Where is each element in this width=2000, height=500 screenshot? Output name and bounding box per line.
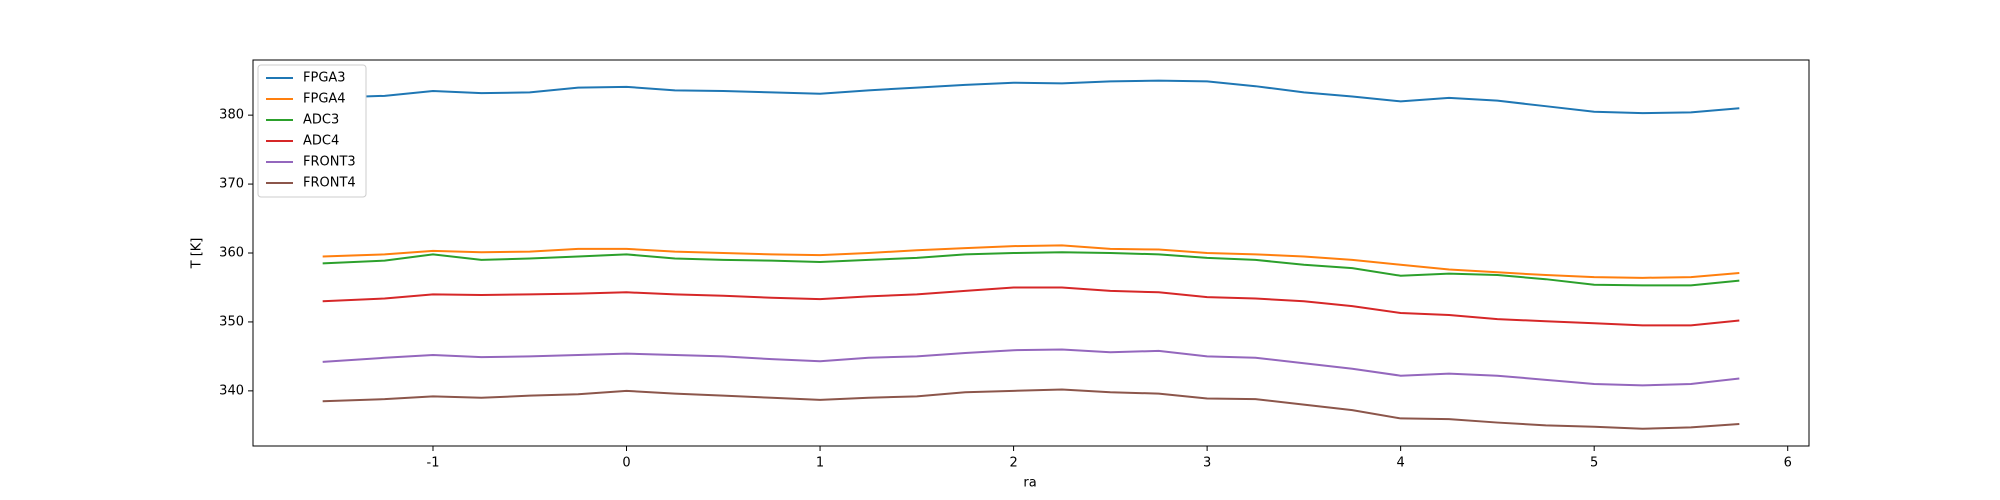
y-tick-label: 350 — [219, 314, 244, 329]
line — [322, 286, 1740, 327]
legend-label: FRONT3 — [303, 155, 356, 170]
line — [322, 251, 1740, 287]
legend-label: FPGA4 — [303, 92, 346, 107]
line — [322, 244, 1740, 279]
x-tick-label: 6 — [1784, 456, 1792, 471]
x-tick-label: 5 — [1590, 456, 1598, 471]
legend-label: FPGA3 — [303, 71, 346, 86]
x-axis-label: ra — [1023, 476, 1036, 491]
plot-frame — [252, 59, 1810, 447]
y-tick-label: 360 — [219, 246, 244, 261]
y-tick-label: 370 — [219, 177, 244, 192]
y-axis-label: T [K] — [190, 238, 205, 270]
x-tick-label: 4 — [1397, 456, 1405, 471]
x-tick-label: 2 — [1009, 456, 1017, 471]
legend-label: FRONT4 — [303, 176, 356, 191]
line — [322, 348, 1740, 387]
y-tick-label: 380 — [219, 108, 244, 123]
legend-label: ADC4 — [303, 134, 339, 149]
x-tick-label: 1 — [816, 456, 824, 471]
x-tick-label: -1 — [427, 456, 440, 471]
x-tick-label: 3 — [1203, 456, 1211, 471]
legend-label: ADC3 — [303, 113, 339, 128]
y-tick-label: 340 — [219, 383, 244, 398]
x-tick-label: 0 — [622, 456, 630, 471]
line — [322, 388, 1740, 430]
line — [322, 79, 1740, 115]
